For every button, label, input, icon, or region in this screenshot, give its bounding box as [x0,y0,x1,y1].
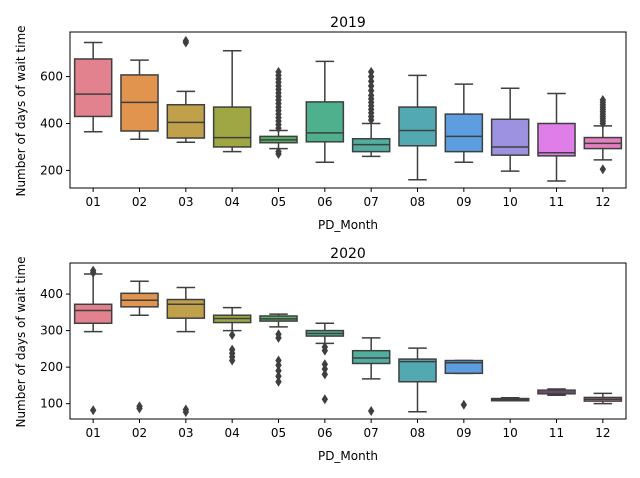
outlier-2020-06-5 [321,342,329,353]
outlier-2020-03-1 [182,404,190,415]
outlier-2020-07-0 [367,405,375,416]
outlier-2019-05-1 [275,146,282,157]
boxplot-2020: 2020 PD_Month Number of days of wait tim… [14,246,627,463]
outlier-2020-06-1 [321,369,329,380]
box-2019-03 [166,103,206,139]
box-2019-09 [444,113,484,153]
x-axis-label-2020: PD_Month [318,449,378,463]
outlier-2019-05-18 [275,66,282,77]
x-tick-label-2020-04: 04 [225,426,240,440]
x-tick-label-2019-05: 05 [271,195,286,209]
box-2019-04 [212,106,252,148]
y-axis-label-2019: Number of days of wait time [14,25,28,196]
chart-title-2020: 2020 [330,246,366,262]
y-tick-label-2020-3: 400 [40,287,63,301]
outlier-2020-01-2 [89,265,97,276]
box-2020-01 [73,303,113,325]
outlier-2020-01-0 [89,405,97,416]
y-tick-label-2020-2: 300 [40,324,63,338]
outlier-2020-05-2 [275,365,282,376]
y-tick-label-2020-0: 100 [40,397,63,411]
y-tick-label-2020-1: 200 [40,360,63,374]
x-tick-label-2020-05: 05 [271,426,286,440]
box-2019-01 [73,58,113,118]
box-2020-08 [398,358,437,383]
outlier-2020-09-0 [460,399,468,410]
y-tick-label-2019-0: 200 [40,163,63,177]
outlier-2020-04-4 [228,329,236,340]
x-tick-label-2019-02: 02 [132,195,147,209]
x-tick-label-2020-01: 01 [86,426,101,440]
outlier-2020-04-3 [228,344,236,355]
outlier-2020-05-6 [275,329,282,340]
outlier-2019-03-1 [182,35,190,46]
x-tick-label-2020-09: 09 [456,426,471,440]
outlier-2019-12-0 [599,164,607,175]
box-2019-06 [305,101,345,143]
outlier-2020-05-4 [275,355,282,366]
y-axis-label-2020: Number of days of wait time [14,256,28,427]
boxplot-2019: 2019 PD_Month Number of days of wait tim… [14,15,627,232]
box-2020-09 [444,359,484,375]
x-tick-label-2019-03: 03 [178,195,193,209]
x-tick-label-2020-08: 08 [410,426,425,440]
box-2019-11 [537,122,576,157]
outlier-2020-05-1 [275,371,282,382]
x-tick-label-2020-03: 03 [178,426,193,440]
x-tick-label-2019-04: 04 [225,195,240,209]
outlier-2020-06-3 [321,359,329,370]
outlier-2019-07-12 [367,66,375,77]
x-tick-label-2020-11: 11 [549,426,564,440]
outlier-2020-02-1 [136,401,143,412]
x-axis-label-2019: PD_Month [318,218,378,232]
box-2020-03 [166,298,206,319]
x-tick-label-2019-06: 06 [317,195,332,209]
plot-frame-2019 [69,31,627,189]
x-tick-label-2019-01: 01 [86,195,101,209]
box-2019-10 [490,118,530,156]
outlier-2019-12-11 [599,95,607,106]
x-tick-label-2019-11: 11 [549,195,564,209]
chart-title-2019: 2019 [330,15,366,31]
x-tick-label-2020-02: 02 [132,426,147,440]
x-tick-label-2020-12: 12 [595,426,610,440]
x-tick-label-2019-12: 12 [595,195,610,209]
outlier-2020-06-0 [321,394,329,405]
x-tick-label-2019-10: 10 [503,195,518,209]
x-tick-label-2020-07: 07 [364,426,379,440]
outlier-2020-05-0 [275,376,282,387]
x-tick-label-2019-08: 08 [410,195,425,209]
x-tick-label-2020-10: 10 [503,426,518,440]
box-2020-07 [351,349,391,365]
y-tick-label-2019-2: 600 [40,70,63,84]
x-tick-label-2020-06: 06 [317,426,332,440]
x-tick-label-2019-09: 09 [456,195,471,209]
plot-frame-2020 [69,262,627,420]
y-tick-label-2019-1: 400 [40,116,63,130]
x-tick-label-2019-07: 07 [364,195,379,209]
box-2019-08 [398,106,437,147]
